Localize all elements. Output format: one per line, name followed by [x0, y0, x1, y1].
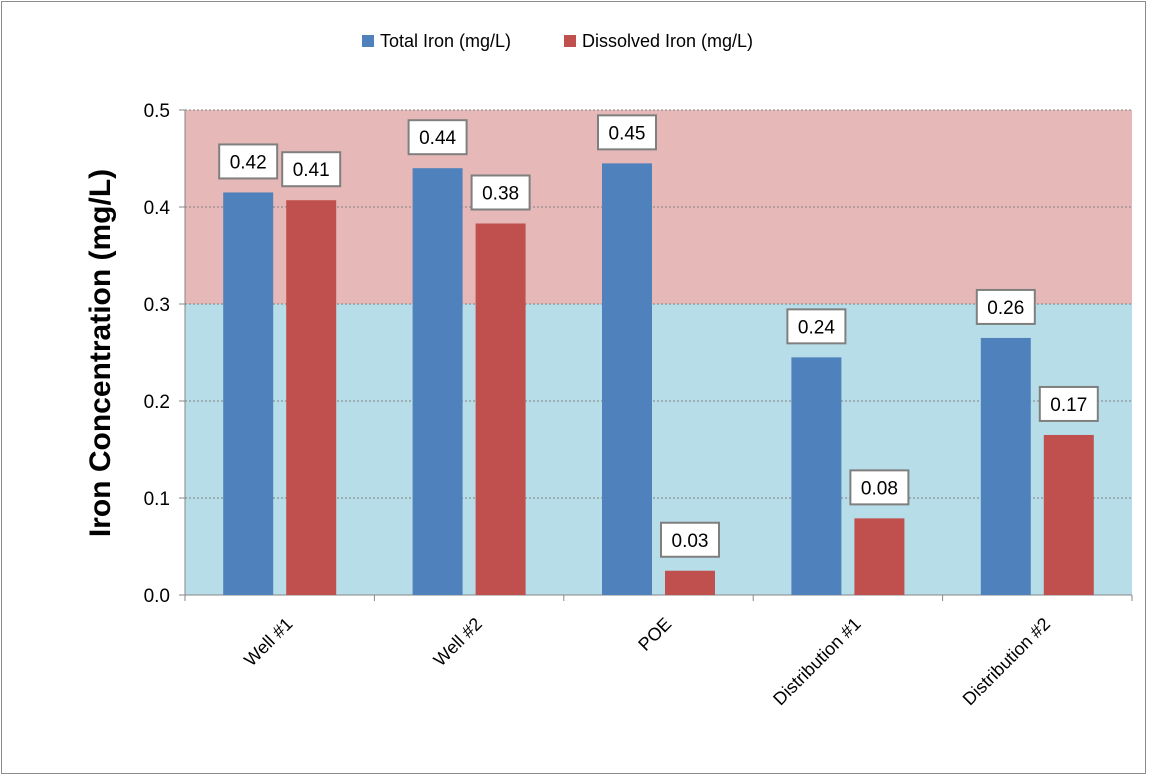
data-label-box	[407, 119, 468, 156]
axes	[184, 110, 1132, 596]
legend: Total Iron (mg/L) Dissolved Iron (mg/L)	[362, 31, 753, 51]
legend-swatch	[362, 35, 374, 47]
bar-total	[223, 192, 274, 595]
y-tick-label: 0.4	[144, 198, 171, 219]
y-tick-label: 0.5	[144, 101, 170, 122]
bar-total	[412, 168, 463, 595]
data-label-box	[849, 469, 910, 506]
data-label: 0.38	[482, 183, 519, 204]
y-tick-label: 0.1	[144, 489, 170, 510]
bar-total	[980, 337, 1031, 595]
bar-dissolved	[475, 223, 526, 596]
y-tick-label: 0.0	[144, 586, 170, 607]
legend-label: Total Iron (mg/L)	[380, 31, 511, 51]
data-label: 0.41	[293, 160, 330, 181]
y-tick-label: 0.3	[144, 295, 170, 316]
data-label-box	[975, 288, 1036, 325]
legend-label: Dissolved Iron (mg/L)	[582, 31, 753, 51]
data-labels: 0.42 0.41 0.44 0.38 0.45 0.03 0.24 0.08 0.26 0.17	[218, 114, 1099, 558]
gridlines	[179, 109, 1132, 596]
x-tick-label: Distribution #1	[769, 614, 865, 710]
data-label-box	[281, 151, 342, 188]
data-label: 0.42	[230, 152, 267, 173]
data-label-box	[218, 143, 279, 180]
data-label: 0.17	[1050, 395, 1087, 416]
y-tick-labels: 0.0 0.1 0.2 0.3 0.4 0.5	[144, 101, 171, 607]
bar-dissolved	[1043, 434, 1094, 595]
bar-dissolved	[286, 200, 337, 595]
y-tick-label: 0.2	[144, 392, 170, 413]
y-axis-label: Iron Concentration (mg/L)	[84, 169, 117, 537]
x-tick-label: Well #2	[430, 614, 486, 670]
data-label: 0.08	[861, 478, 898, 499]
x-tick-labels: Well #1 Well #2 POE Distribution #1 Distribu…	[184, 595, 1133, 710]
bar-dissolved	[665, 570, 715, 595]
bar-dissolved	[854, 518, 905, 595]
data-label-box	[786, 308, 847, 345]
band-0	[185, 304, 1132, 595]
x-tick-label: POE	[634, 614, 675, 655]
data-label: 0.45	[609, 123, 646, 144]
data-label: 0.03	[672, 531, 709, 552]
bar-total	[791, 357, 842, 595]
bar-total	[602, 163, 652, 595]
data-label-box	[597, 114, 657, 151]
bars	[223, 163, 1094, 596]
data-label: 0.24	[798, 317, 835, 338]
data-label: 0.26	[987, 298, 1024, 319]
x-tick-label: Distribution #2	[959, 614, 1055, 710]
data-label: 0.44	[419, 128, 456, 149]
x-tick-label: Well #1	[240, 614, 296, 670]
legend-swatch	[564, 35, 576, 47]
data-label-box	[660, 521, 720, 558]
data-label-box	[470, 174, 531, 211]
data-label-box	[1038, 385, 1099, 422]
